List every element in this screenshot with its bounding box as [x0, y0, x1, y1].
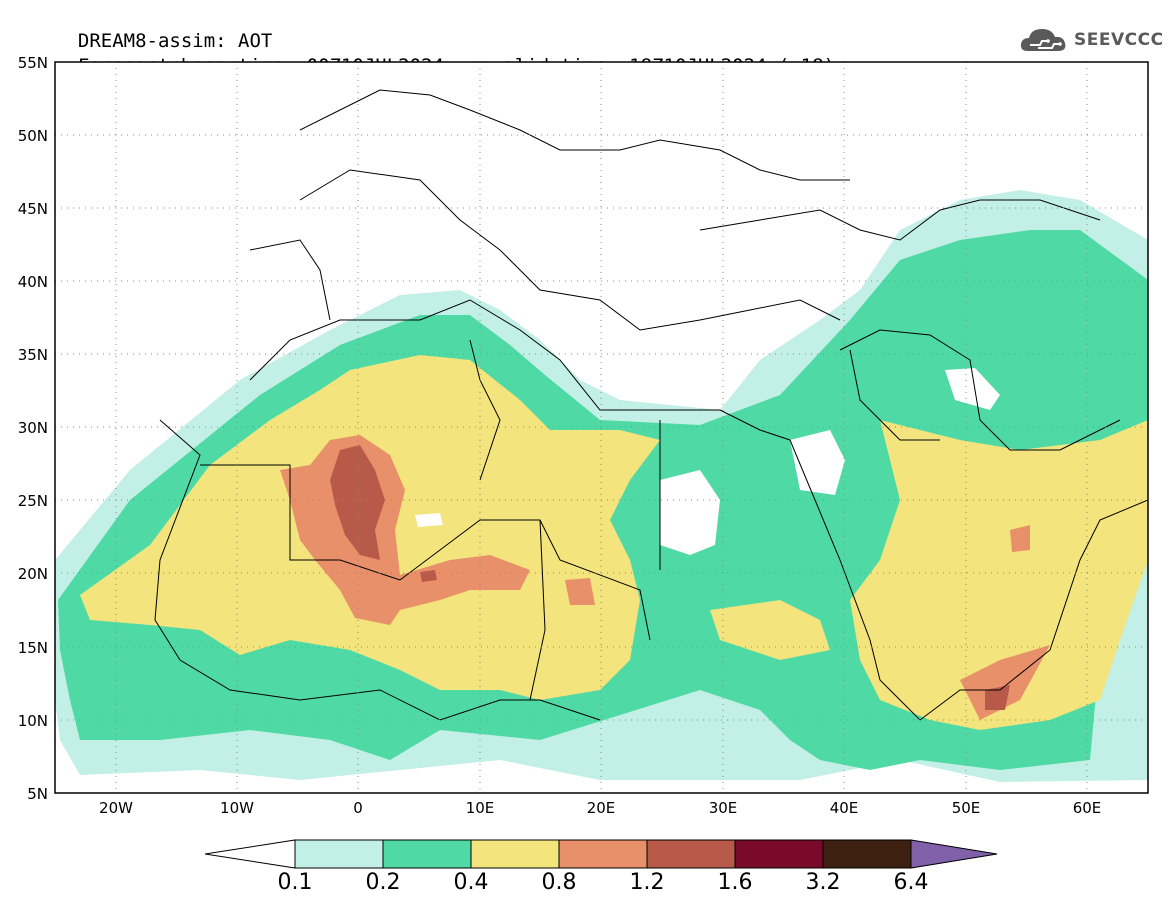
lat-label: 5N	[27, 785, 48, 803]
lat-label: 55N	[17, 54, 48, 72]
lat-label: 50N	[17, 127, 48, 145]
lon-label: 20W	[99, 799, 133, 817]
graticule	[55, 62, 1148, 793]
cloud-icon	[1020, 29, 1066, 51]
aot-contour-extreme	[330, 445, 385, 560]
lon-label: 50E	[951, 799, 981, 817]
lon-label: 40E	[829, 799, 859, 817]
colorbar-label: 0.2	[365, 870, 401, 895]
title-line: DREAM8-assim: AOT	[77, 30, 273, 52]
colorbar-label: 0.8	[541, 870, 577, 895]
lat-label: 40N	[17, 273, 48, 291]
lat-label: 30N	[17, 419, 48, 437]
colorbar-label: 0.1	[277, 870, 313, 895]
lat-label: 25N	[17, 492, 48, 510]
lon-label: 60E	[1072, 799, 1102, 817]
colorbar	[205, 839, 998, 869]
colorbar-high-arrow	[910, 839, 998, 869]
colorbar-bin	[734, 839, 824, 869]
colorbar-bin	[558, 839, 648, 869]
colorbar-low-arrow	[205, 839, 296, 869]
lat-label: 20N	[17, 565, 48, 583]
colorbar-label: 6.4	[893, 870, 929, 895]
colorbar-bin	[294, 839, 384, 869]
colorbar-bin	[382, 839, 472, 869]
colorbar-label: 0.4	[453, 870, 489, 895]
map-title: DREAM8-assim: AOT	[55, 8, 272, 52]
lon-label: 10E	[465, 799, 495, 817]
logo-text: SEEVCCC	[1074, 30, 1164, 50]
seevccc-logo: SEEVCCC	[1018, 24, 1164, 56]
lon-label: 30E	[708, 799, 738, 817]
lat-label: 15N	[17, 639, 48, 657]
lon-label: 0	[353, 799, 363, 817]
colorbar-label: 1.6	[717, 870, 753, 895]
colorbar-label: 3.2	[805, 870, 841, 895]
colorbar-bin	[646, 839, 736, 869]
colorbar-bin	[470, 839, 560, 869]
lat-label: 45N	[17, 200, 48, 218]
lat-label: 35N	[17, 346, 48, 364]
lat-label: 10N	[17, 712, 48, 730]
coastlines	[154, 89, 1148, 721]
colorbar-bin	[822, 839, 912, 869]
lon-label: 20E	[586, 799, 616, 817]
map-frame	[54, 61, 1149, 794]
lon-label: 10W	[220, 799, 254, 817]
colorbar-label: 1.2	[629, 870, 665, 895]
